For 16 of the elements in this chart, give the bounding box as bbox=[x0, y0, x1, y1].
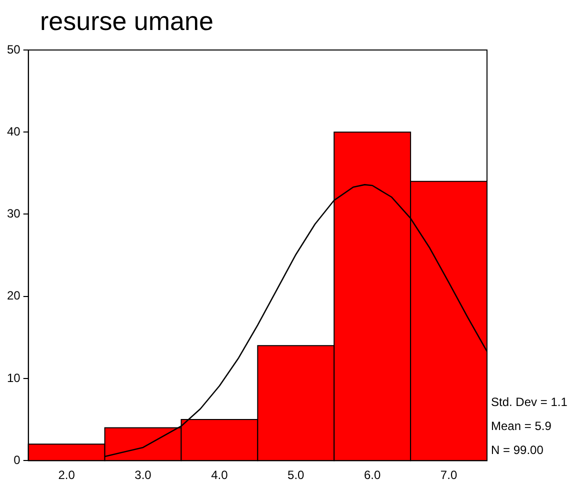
y-tick-label: 0 bbox=[14, 452, 21, 467]
chart-title: resurse umane bbox=[40, 6, 214, 37]
x-tick-label: 2.0 bbox=[58, 468, 76, 482]
y-tick-label: 20 bbox=[6, 288, 21, 303]
y-tick-label: 30 bbox=[6, 206, 21, 221]
x-tick-label: 3.0 bbox=[134, 468, 152, 482]
y-tick-label: 40 bbox=[6, 124, 21, 138]
y-tick-label: 50 bbox=[6, 42, 21, 56]
x-tick-label: 5.0 bbox=[288, 468, 305, 482]
text: N = 99.00 bbox=[491, 442, 544, 457]
text: Mean = 5.9 bbox=[491, 418, 552, 433]
x-tick-label: 4.0 bbox=[211, 468, 228, 482]
x-tick-label: 6.0 bbox=[364, 468, 381, 482]
text: Std. Dev = 1.1 bbox=[491, 394, 568, 409]
x-tick-label: 7.0 bbox=[440, 468, 458, 482]
y-tick-label: 10 bbox=[6, 370, 21, 385]
